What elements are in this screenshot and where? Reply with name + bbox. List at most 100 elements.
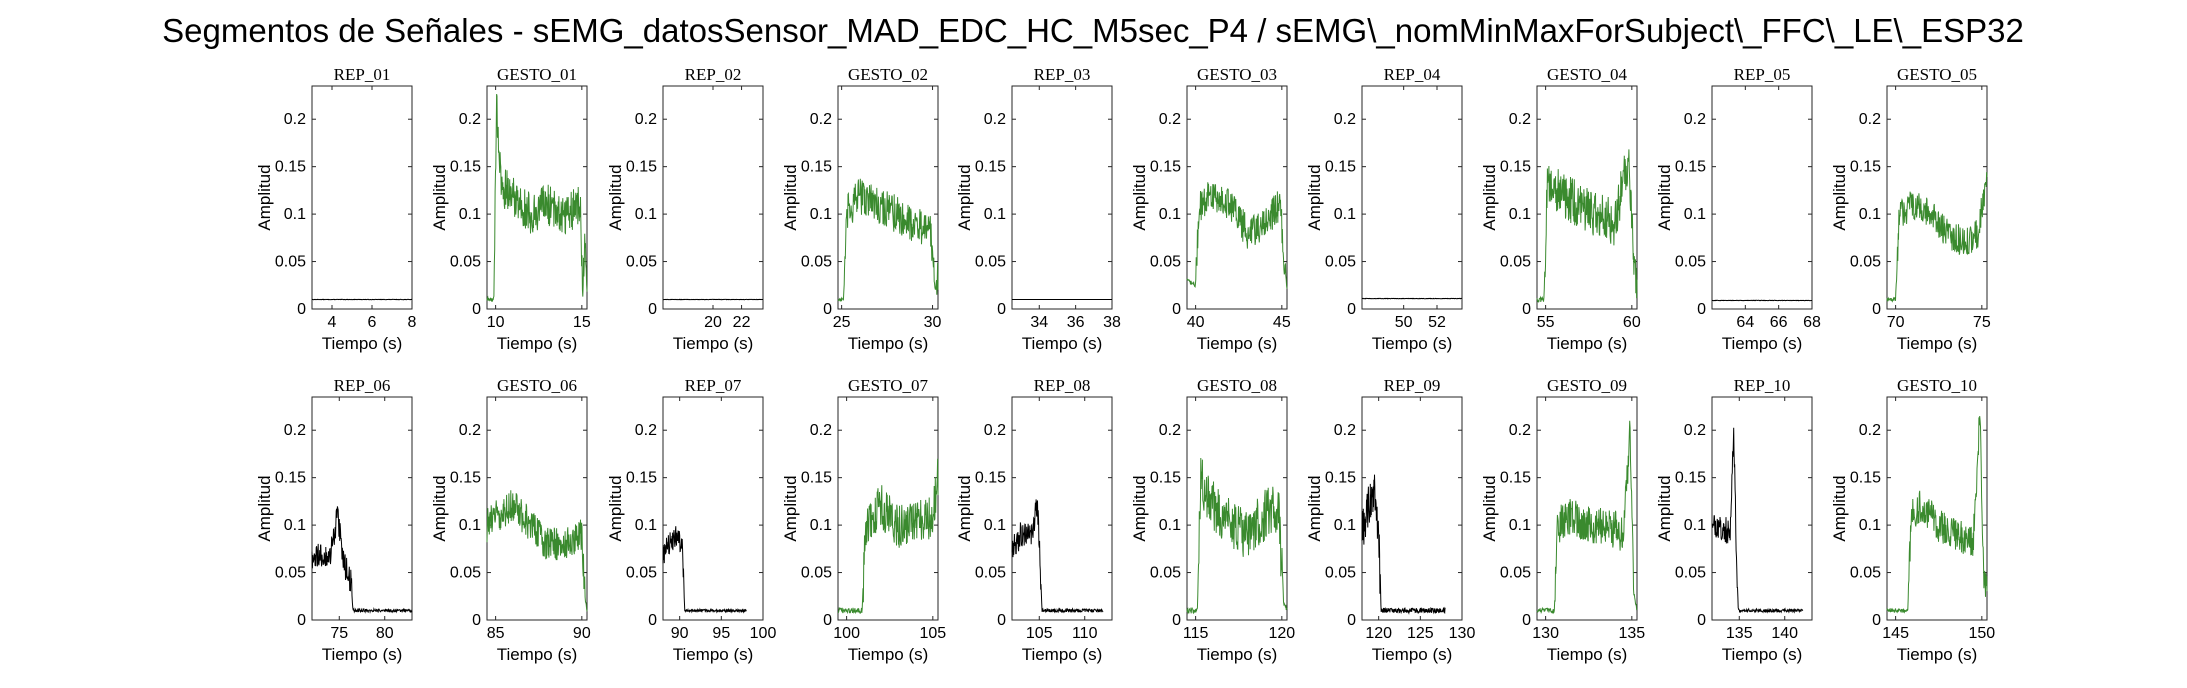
y-tick-label: 0.2: [635, 422, 657, 439]
signal-line: [837, 178, 939, 302]
y-tick-label: 0.2: [1509, 422, 1531, 439]
signal-line: [1536, 149, 1638, 303]
y-tick-label: 0.2: [1334, 422, 1356, 439]
y-tick-label: 0.15: [975, 470, 1006, 487]
y-tick-label: 0.05: [275, 254, 306, 271]
y-axis-label: Amplitud: [1480, 475, 1499, 541]
y-tick-label: 0.1: [1159, 206, 1181, 223]
y-tick-label: 0: [1172, 301, 1181, 318]
y-tick-label: 0: [1872, 612, 1881, 629]
subplot-title: REP_03: [1034, 65, 1091, 84]
y-tick-label: 0.05: [1675, 254, 1706, 271]
y-tick-label: 0: [297, 612, 306, 629]
y-tick-label: 0.05: [1150, 565, 1181, 582]
subplot-title: REP_02: [685, 65, 742, 84]
subplot-title: REP_07: [685, 376, 742, 395]
x-tick-label: 120: [1268, 625, 1295, 642]
y-tick-label: 0.1: [459, 206, 481, 223]
subplot-title: REP_05: [1734, 65, 1791, 84]
signal-line: [311, 506, 413, 614]
y-tick-label: 0: [1697, 301, 1706, 318]
y-tick-label: 0.1: [810, 517, 832, 534]
subplot-gesto-07: 0 0.05 0.1 0.15 0.2 100 105 GESTO_07 Tiempo (s) A…: [781, 376, 946, 664]
axes-box: [1711, 85, 1813, 310]
y-tick-label: 0.05: [975, 565, 1006, 582]
y-tick-label: 0.05: [1500, 254, 1531, 271]
subplot-title: GESTO_08: [1197, 376, 1277, 395]
subplot-title: GESTO_07: [848, 376, 928, 395]
y-axis-label: Amplitud: [606, 475, 625, 541]
y-tick-label: 0: [1872, 301, 1881, 318]
y-tick-label: 0: [823, 612, 832, 629]
x-axis-label: Tiempo (s): [497, 334, 578, 353]
y-axis-label: Amplitud: [1655, 475, 1674, 541]
x-axis-label: Tiempo (s): [673, 645, 754, 664]
y-tick-label: 0.15: [450, 470, 481, 487]
x-axis-label: Tiempo (s): [497, 645, 578, 664]
y-tick-label: 0: [1697, 612, 1706, 629]
x-tick-label: 68: [1803, 314, 1821, 331]
subplot-title: GESTO_10: [1897, 376, 1977, 395]
x-tick-label: 150: [1968, 625, 1995, 642]
y-tick-label: 0.1: [1859, 206, 1881, 223]
subplot-rep-03: 0 0.05 0.1 0.15 0.2 34 36 38 REP_03 Tiempo (s) Amp…: [955, 65, 1121, 353]
subplot-title: REP_08: [1034, 376, 1091, 395]
axes-box: [1711, 396, 1813, 621]
y-axis-label: Amplitud: [955, 475, 974, 541]
y-tick-label: 0.1: [459, 517, 481, 534]
x-axis-label: Tiempo (s): [848, 334, 929, 353]
y-tick-label: 0.05: [626, 254, 657, 271]
y-axis-label: Amplitud: [781, 475, 800, 541]
x-tick-label: 10: [487, 314, 505, 331]
y-tick-label: 0.15: [1150, 159, 1181, 176]
y-tick-label: 0.2: [459, 111, 481, 128]
x-tick-label: 100: [750, 625, 777, 642]
y-tick-label: 0.1: [1684, 206, 1706, 223]
y-tick-label: 0.05: [275, 565, 306, 582]
x-tick-label: 40: [1187, 314, 1205, 331]
signal-line: [1886, 415, 1988, 614]
x-axis-label: Tiempo (s): [322, 334, 403, 353]
y-axis-label: Amplitud: [1130, 475, 1149, 541]
subplot-title: GESTO_03: [1197, 65, 1277, 84]
y-tick-label: 0.1: [635, 206, 657, 223]
x-tick-label: 130: [1449, 625, 1476, 642]
y-tick-label: 0.15: [626, 470, 657, 487]
x-tick-label: 80: [376, 625, 394, 642]
y-tick-label: 0: [1522, 301, 1531, 318]
subplot-title: REP_10: [1734, 376, 1791, 395]
axes-box: [1536, 396, 1638, 621]
y-axis-label: Amplitud: [255, 164, 274, 230]
subplot-title: REP_09: [1384, 376, 1441, 395]
y-tick-label: 0.05: [1325, 254, 1356, 271]
x-tick-label: 30: [924, 314, 942, 331]
y-tick-label: 0.1: [284, 517, 306, 534]
signal-line: [486, 94, 588, 302]
y-tick-label: 0: [1172, 612, 1181, 629]
x-tick-label: 60: [1623, 314, 1641, 331]
subplot-gesto-04: 0 0.05 0.1 0.15 0.2 55 60 GESTO_04 Tiempo (s) Amp…: [1480, 65, 1641, 353]
x-tick-label: 135: [1726, 625, 1753, 642]
y-tick-label: 0.05: [450, 254, 481, 271]
x-axis-label: Tiempo (s): [1897, 645, 1978, 664]
y-tick-label: 0.05: [626, 565, 657, 582]
y-tick-label: 0.1: [1684, 517, 1706, 534]
subplot-rep-04: 0 0.05 0.1 0.15 0.2 50 52 REP_04 Tiempo (s) Ampli…: [1305, 65, 1463, 353]
subplot-rep-09: 0 0.05 0.1 0.15 0.2 120 125 130 REP_09 Tiempo (s)…: [1305, 376, 1475, 664]
x-axis-label: Tiempo (s): [1022, 645, 1103, 664]
x-axis-label: Tiempo (s): [1372, 334, 1453, 353]
y-tick-label: 0.15: [1500, 159, 1531, 176]
figure-suptitle: Segmentos de Señales - sEMG_datosSensor_…: [162, 12, 2024, 49]
y-tick-label: 0.15: [1675, 470, 1706, 487]
y-axis-label: Amplitud: [606, 164, 625, 230]
x-axis-label: Tiempo (s): [1197, 645, 1278, 664]
y-tick-label: 0.2: [1859, 111, 1881, 128]
x-tick-label: 90: [671, 625, 689, 642]
y-tick-label: 0.1: [635, 517, 657, 534]
signal-line: [486, 490, 588, 612]
y-axis-label: Amplitud: [955, 164, 974, 230]
x-axis-label: Tiempo (s): [1722, 645, 1803, 664]
y-tick-label: 0.15: [450, 159, 481, 176]
y-tick-label: 0.15: [626, 159, 657, 176]
x-tick-label: 50: [1395, 314, 1413, 331]
